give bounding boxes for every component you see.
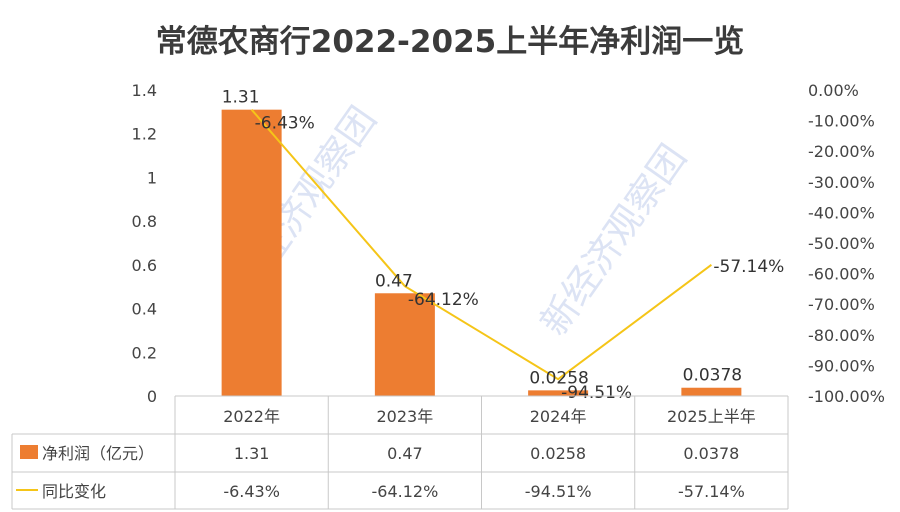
bar-data-label: 0.47 xyxy=(375,271,413,291)
legend-line-label: 同比变化 xyxy=(42,482,106,501)
y-right-tick-label: -30.00% xyxy=(808,173,875,192)
table-cell: 0.0378 xyxy=(683,444,739,463)
y-right-tick-label: -50.00% xyxy=(808,234,875,253)
data-table: 2022年 2023年 2024年 2025上半年净利润（亿元） 同比变化 1.31 0.4… xyxy=(11,395,789,510)
line-series xyxy=(250,109,712,381)
table-cell: -6.43% xyxy=(223,482,280,501)
y-left-tick-label: 1.4 xyxy=(132,81,157,100)
category-label: 2023年 xyxy=(377,407,434,426)
y-right-tick-label: -100.00% xyxy=(808,387,885,406)
chart-title: 常德农商行2022-2025上半年净利润一览 xyxy=(156,24,744,60)
table-cell: 1.31 xyxy=(234,444,270,463)
y-right-tick-label: -90.00% xyxy=(808,356,875,375)
table-cell: -94.51% xyxy=(525,482,592,501)
bar xyxy=(528,390,589,396)
line-data-label: -57.14% xyxy=(713,257,784,277)
y-left-tick-label: 1.2 xyxy=(132,125,157,144)
bar xyxy=(681,387,742,396)
y-left-tick-label: 0 xyxy=(147,387,157,406)
y-right-tick-label: -60.00% xyxy=(808,265,875,284)
table-cell: -57.14% xyxy=(678,482,745,501)
y-left-tick-label: 0.8 xyxy=(132,212,157,231)
category-label: 2025上半年 xyxy=(667,407,756,426)
bar-data-label: 0.0378 xyxy=(683,366,742,386)
legend-bar-label: 净利润（亿元） xyxy=(42,444,154,463)
plot-area: 0 0.2 0.4 0.6 0.8 1 1.2 1.4 0.00% -10.00% -20.00% -… xyxy=(132,81,885,406)
table-cell: 0.0258 xyxy=(530,444,586,463)
watermark: 新经济观察团 xyxy=(532,137,695,344)
bar-data-label: 0.0258 xyxy=(529,368,588,388)
legend-bar-key xyxy=(20,445,38,459)
line-data-label: -6.43% xyxy=(255,114,315,134)
bar xyxy=(221,109,282,397)
line-data-label: -94.51% xyxy=(561,383,632,403)
category-label: 2024年 xyxy=(530,407,587,426)
bar xyxy=(374,293,435,396)
y-right-tick-label: -10.00% xyxy=(808,112,875,131)
y-left-tick-label: 0.4 xyxy=(132,300,157,319)
y-right-tick-label: -80.00% xyxy=(808,326,875,345)
y-right-tick-label: -70.00% xyxy=(808,295,875,314)
table-cell: 0.47 xyxy=(387,444,423,463)
y-left-tick-label: 1 xyxy=(147,168,157,187)
y-right-tick-label: -20.00% xyxy=(808,142,875,161)
line-data-label: -64.12% xyxy=(408,290,479,310)
y-right-tick-label: 0.00% xyxy=(808,81,859,100)
y-left-tick-label: 0.6 xyxy=(132,256,157,275)
bar-data-label: 1.31 xyxy=(222,88,260,108)
y-right-tick-label: -40.00% xyxy=(808,203,875,222)
y-left-tick-label: 0.2 xyxy=(132,343,157,362)
table-cell: -64.12% xyxy=(371,482,438,501)
category-label: 2022年 xyxy=(223,407,280,426)
